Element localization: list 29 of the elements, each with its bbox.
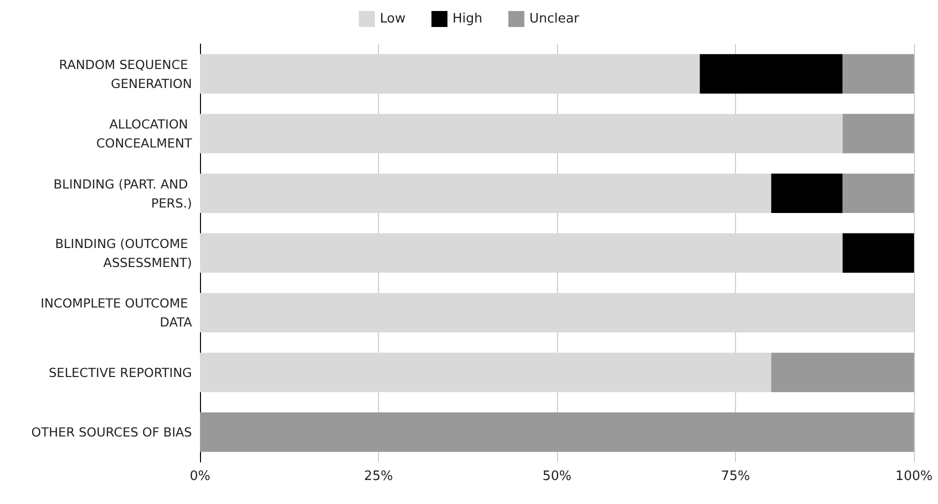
bar — [842, 114, 914, 154]
bar — [700, 54, 843, 94]
bar — [200, 54, 700, 94]
y-tick-label: INCOMPLETE OUTCOME DATA — [40, 296, 192, 330]
y-tick-label: BLINDING (PART. AND PERS.) — [54, 176, 192, 210]
x-tick-label: 75% — [721, 469, 750, 484]
bar — [200, 352, 772, 392]
legend-label: Unclear — [529, 12, 580, 26]
y-tick-label: BLINDING (OUTCOME ASSESSMENT) — [55, 236, 192, 270]
bar — [200, 114, 843, 154]
bar — [200, 233, 843, 273]
bar — [200, 293, 914, 332]
y-tick-label: OTHER SOURCES OF BIAS — [31, 424, 192, 440]
bar — [200, 412, 914, 452]
x-tick-label: 50% — [542, 469, 572, 484]
bar — [200, 174, 772, 213]
legend-label: High — [452, 12, 482, 26]
bar — [842, 233, 914, 273]
y-tick-label: ALLOCATION CONCEALMENT — [96, 116, 192, 151]
bar — [771, 174, 843, 213]
bar — [842, 174, 914, 213]
x-tick-label: 0% — [190, 469, 210, 484]
bar — [842, 54, 914, 94]
x-tick-label: 25% — [364, 469, 393, 484]
legend-label: Low — [380, 12, 406, 26]
bar — [771, 352, 914, 392]
y-tick-label: RANDOM SEQUENCE GENERATION — [59, 56, 192, 91]
y-tick-label: SELECTIVE REPORTING — [48, 364, 192, 380]
x-tick-label: 100% — [895, 469, 933, 484]
